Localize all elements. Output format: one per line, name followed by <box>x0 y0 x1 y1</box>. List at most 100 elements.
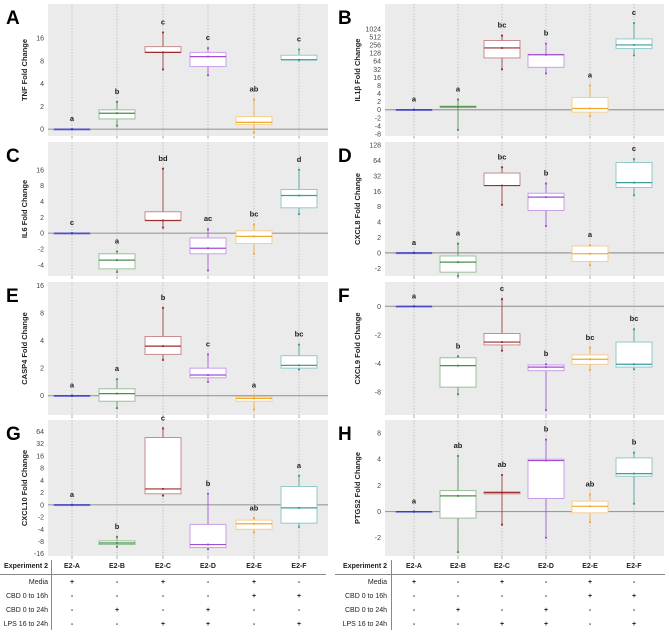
table-row: Media + - + - + - <box>335 576 669 590</box>
panel-letter: E <box>6 286 19 307</box>
data-point <box>70 394 74 397</box>
significance-letter: ab <box>250 503 259 512</box>
y-tick-label: 2 <box>40 215 44 222</box>
panel-letter: G <box>6 424 21 445</box>
data-point <box>456 261 460 264</box>
significance-letter: b <box>544 349 549 358</box>
box-e2-b: a <box>439 85 477 139</box>
data-point <box>632 502 636 505</box>
box-e2-e: a <box>571 70 609 139</box>
data-point <box>456 454 460 458</box>
table-row: CBD 0 to 24h - + - + - - <box>0 604 330 618</box>
row-cell: - <box>456 593 460 600</box>
significance-letter: c <box>161 413 165 422</box>
data-point <box>252 517 256 520</box>
table-divider-horizontal <box>335 574 665 575</box>
box-e2-c: b <box>144 293 182 418</box>
box-e2-a: c <box>53 218 91 279</box>
y-tick-label: -2 <box>38 247 44 254</box>
y-tick-label: 2 <box>377 99 381 106</box>
significance-letter: b <box>206 479 211 488</box>
row-cell: - <box>412 621 416 628</box>
y-tick-label: -4 <box>38 527 44 534</box>
significance-letter: bc <box>250 209 259 218</box>
significance-letter: a <box>412 291 417 300</box>
data-point <box>588 368 592 372</box>
data-point <box>115 250 119 253</box>
box-e2-e: ab <box>235 85 273 139</box>
data-point <box>297 364 301 367</box>
significance-letter: c <box>206 339 210 348</box>
data-point <box>297 506 301 509</box>
data-point <box>252 121 256 124</box>
significance-letter: a <box>252 381 257 390</box>
data-point <box>297 168 301 171</box>
table-header-cell: E2-A <box>406 563 422 570</box>
data-point <box>297 58 301 61</box>
data-point <box>161 68 165 71</box>
significance-letter: ab <box>586 480 595 489</box>
panel-letter: D <box>338 146 352 167</box>
y-tick-label: 512 <box>369 34 381 41</box>
box <box>439 255 477 273</box>
row-cell: - <box>70 593 74 600</box>
data-point <box>632 451 636 454</box>
data-point <box>500 203 504 206</box>
y-tick-label: -2 <box>38 515 44 522</box>
data-point <box>544 195 548 199</box>
plot-background <box>385 420 664 556</box>
table-divider-vertical <box>51 560 52 630</box>
row-cell: - <box>161 607 165 614</box>
treatment-table-right: Experiment 2 E2-A E2-B E2-C E2-D E2-E E2-F Medi… <box>335 558 669 631</box>
data-point <box>544 182 548 185</box>
data-point <box>500 68 504 71</box>
data-point <box>206 46 210 50</box>
box-e2-c: c <box>483 284 521 418</box>
box-e2-c: bc <box>483 152 521 279</box>
plot-background <box>48 4 328 136</box>
y-tick-label: -2 <box>375 115 381 122</box>
data-point <box>252 98 256 101</box>
significance-letter: b <box>115 87 120 96</box>
significance-letter: ab <box>498 460 507 469</box>
row-cell: + <box>69 579 75 586</box>
box-e2-b: b <box>439 341 477 418</box>
table-header-cell: E2-B <box>450 563 466 570</box>
significance-letter: a <box>115 236 120 245</box>
data-point <box>252 408 256 411</box>
box-e2-d: ac <box>189 214 227 279</box>
row-cell: - <box>500 607 504 614</box>
y-tick-label: 128 <box>369 143 381 150</box>
data-point <box>206 548 210 551</box>
data-point <box>500 491 504 494</box>
data-point <box>544 408 548 412</box>
significance-letter: a <box>412 238 417 247</box>
significance-letter: a <box>297 461 302 470</box>
y-tick-label: 32 <box>36 441 44 448</box>
box <box>483 172 521 186</box>
significance-letter: ab <box>250 85 259 94</box>
table-header-cell: E2-D <box>200 563 216 570</box>
box-e2-c: bd <box>144 154 182 279</box>
data-point <box>588 358 592 361</box>
data-point <box>115 407 119 410</box>
box-e2-f: a <box>280 461 318 559</box>
significance-letter: a <box>456 229 461 238</box>
data-point <box>456 98 460 101</box>
significance-letter: a <box>456 85 461 94</box>
significance-letter: b <box>115 522 120 531</box>
data-point <box>115 270 119 274</box>
y-tick-label: -4 <box>375 361 381 368</box>
data-point <box>588 493 592 496</box>
significance-letter: a <box>70 381 75 390</box>
row-cell: - <box>544 579 548 586</box>
significance-letter: a <box>115 364 120 373</box>
y-axis-label: CXCL9 Fold Change <box>353 312 362 384</box>
table-row: CBD 0 to 16h - - - - + + <box>335 590 669 604</box>
data-point <box>297 474 301 477</box>
panel-c: -4 -2 0 2 4 8 16 C IL6 Fold Change c a bd ac bc d <box>6 142 328 279</box>
y-tick-label: 2 <box>377 483 381 490</box>
